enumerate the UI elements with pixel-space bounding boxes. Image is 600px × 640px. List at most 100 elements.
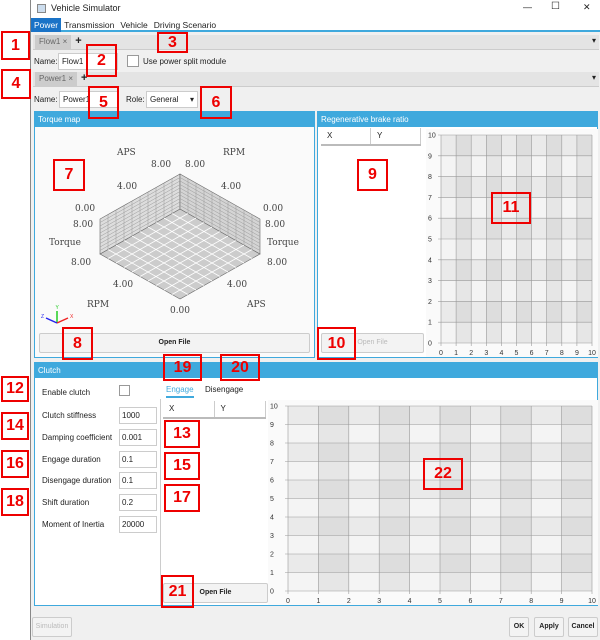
aps-tick-label: 8.00 (151, 160, 171, 170)
column-y[interactable]: Y (371, 128, 421, 144)
power-tab[interactable]: Power1 × (35, 72, 78, 86)
x-tick-label: 10 (588, 350, 596, 357)
x-tick-label: 5 (438, 598, 442, 605)
rpm-tick-label: 4.00 (113, 280, 133, 290)
x-tick-label: 6 (468, 598, 472, 605)
aps-axis-label: APS (116, 148, 136, 158)
annotation-marker: 12 (1, 376, 29, 402)
grid-line (99, 177, 181, 223)
minimize-icon[interactable]: — (523, 2, 532, 12)
flow-name-input[interactable]: Flow1 (58, 53, 118, 70)
x-tick-label: 0 (439, 350, 443, 357)
chevron-down-icon[interactable]: ▾ (591, 36, 596, 45)
tab-power[interactable]: Power (31, 18, 62, 32)
clutch-field-input[interactable]: 0.1 (119, 451, 157, 468)
grid-line (147, 226, 229, 273)
rpm-tick-label: 0.00 (263, 204, 283, 214)
annotation-marker: 3 (157, 32, 188, 53)
clutch-field-input[interactable]: 20000 (119, 516, 157, 533)
column-x[interactable]: X (321, 128, 371, 144)
aps-tick-label: 4.00 (117, 182, 137, 192)
power-split-checkbox[interactable] (127, 55, 139, 67)
y-tick-label: 2 (428, 299, 432, 306)
tab-engage[interactable]: Engage (166, 385, 194, 398)
tab-disengage[interactable]: Disengage (205, 385, 244, 394)
x-tick-label: 0 (286, 598, 290, 605)
aps-tick-label: 8.00 (267, 258, 287, 268)
y-tick-label: 8 (270, 441, 274, 448)
close-icon[interactable]: ✕ (583, 2, 591, 12)
annotation-marker: 4 (1, 69, 31, 99)
aps-axis-label: APS (246, 300, 266, 310)
torque-map-open-file-button[interactable]: Open File (39, 333, 310, 353)
y-tick-label: 2 (270, 552, 274, 559)
grid-line (179, 184, 261, 230)
clutch-field-label: Engage duration (42, 455, 101, 464)
power-tab-label: Power1 (39, 74, 67, 83)
chevron-down-icon[interactable]: ▾ (591, 73, 596, 82)
cancel-button[interactable]: Cancel (568, 617, 598, 637)
grid-line (115, 217, 197, 264)
tab-vehicle[interactable]: Vehicle (120, 20, 148, 30)
torque-map-panel: Torque map 0.00 4.00 8.00 APS 8.00 4.00 0.00 RP… (34, 111, 315, 358)
clutch-field-input[interactable]: 0.2 (119, 494, 157, 511)
regen-chart[interactable]: 0 1 2 3 4 5 6 7 8 9 10 0 1 2 3 4 5 6 7 8 9 10 (426, 129, 598, 357)
torque-map-3d-plot[interactable]: 0.00 4.00 8.00 APS 8.00 4.00 0.00 RPM 8.00 8.00 To… (35, 127, 315, 331)
annotation-marker: 19 (163, 354, 202, 381)
flow-name-label: Name: (34, 57, 58, 66)
annotation-marker: 5 (88, 86, 119, 119)
y-tick-label: 10 (270, 404, 278, 411)
clutch-chart[interactable]: 0 1 2 3 4 5 6 7 8 9 10 0 1 2 3 4 5 6 7 8 9 10 (268, 400, 598, 605)
column-x[interactable]: X (163, 401, 215, 417)
rpm-tick-label: 8.00 (185, 160, 205, 170)
enable-clutch-label: Enable clutch (42, 388, 91, 397)
torque-axis-label: Torque (267, 238, 299, 248)
close-tab-icon[interactable]: × (68, 74, 74, 83)
clutch-field-label: Moment of Inertia (42, 520, 105, 529)
ok-button[interactable]: OK (509, 617, 529, 637)
tab-driving-scenario[interactable]: Driving Scenario (153, 20, 217, 30)
x-tick-label: 4 (499, 350, 503, 357)
x-tick-label: 1 (454, 350, 458, 357)
x-tick-label: 10 (588, 598, 596, 605)
torque-map-header: Torque map (35, 112, 314, 127)
role-select[interactable]: General ▾ (146, 91, 198, 108)
x-tick-label: 9 (560, 598, 564, 605)
y-tick-label: 4 (270, 515, 274, 522)
add-flow-icon[interactable]: + (75, 35, 82, 47)
power-name-label: Name: (34, 95, 58, 104)
annotation-marker: 15 (164, 452, 200, 480)
add-power-icon[interactable]: + (81, 72, 88, 84)
clutch-field-input[interactable]: 0.001 (119, 429, 157, 446)
power-split-label: Use power split module (143, 57, 227, 66)
annotation-marker: 2 (86, 44, 117, 77)
close-tab-icon[interactable]: × (62, 37, 68, 46)
regen-open-file-button: Open File (321, 333, 424, 353)
x-tick-label: 2 (347, 598, 351, 605)
rpm-axis-label: RPM (223, 148, 245, 158)
annotation-marker: 6 (200, 86, 232, 119)
enable-clutch-checkbox[interactable] (119, 385, 130, 396)
grid-line (99, 187, 181, 234)
flow-tab-label: Flow1 (39, 37, 61, 46)
column-y[interactable]: Y (215, 401, 266, 417)
grid-line (171, 213, 253, 259)
x-tick-label: 2 (469, 350, 473, 357)
aps-tick-label: 0.00 (75, 204, 95, 214)
z-gizmo-label: Z (41, 314, 44, 320)
clutch-field-input[interactable]: 1000 (119, 407, 157, 424)
grid-line (131, 226, 213, 273)
tab-transmission[interactable]: Transmission (64, 20, 115, 30)
y-tick-label: 10 (428, 133, 436, 140)
torque-axis-label: Torque (49, 238, 81, 248)
flow-tab[interactable]: Flow1 × (35, 35, 72, 49)
annotation-marker: 21 (161, 575, 194, 608)
apply-button[interactable]: Apply (534, 617, 564, 637)
clutch-field-input[interactable]: 0.1 (119, 472, 157, 489)
clutch-open-file-button[interactable]: Open File (163, 583, 268, 603)
maximize-icon[interactable]: ☐ (551, 1, 560, 12)
x-tick-label: 7 (545, 350, 549, 357)
annotation-marker: 10 (317, 327, 356, 360)
y-tick-label: 3 (428, 278, 432, 285)
